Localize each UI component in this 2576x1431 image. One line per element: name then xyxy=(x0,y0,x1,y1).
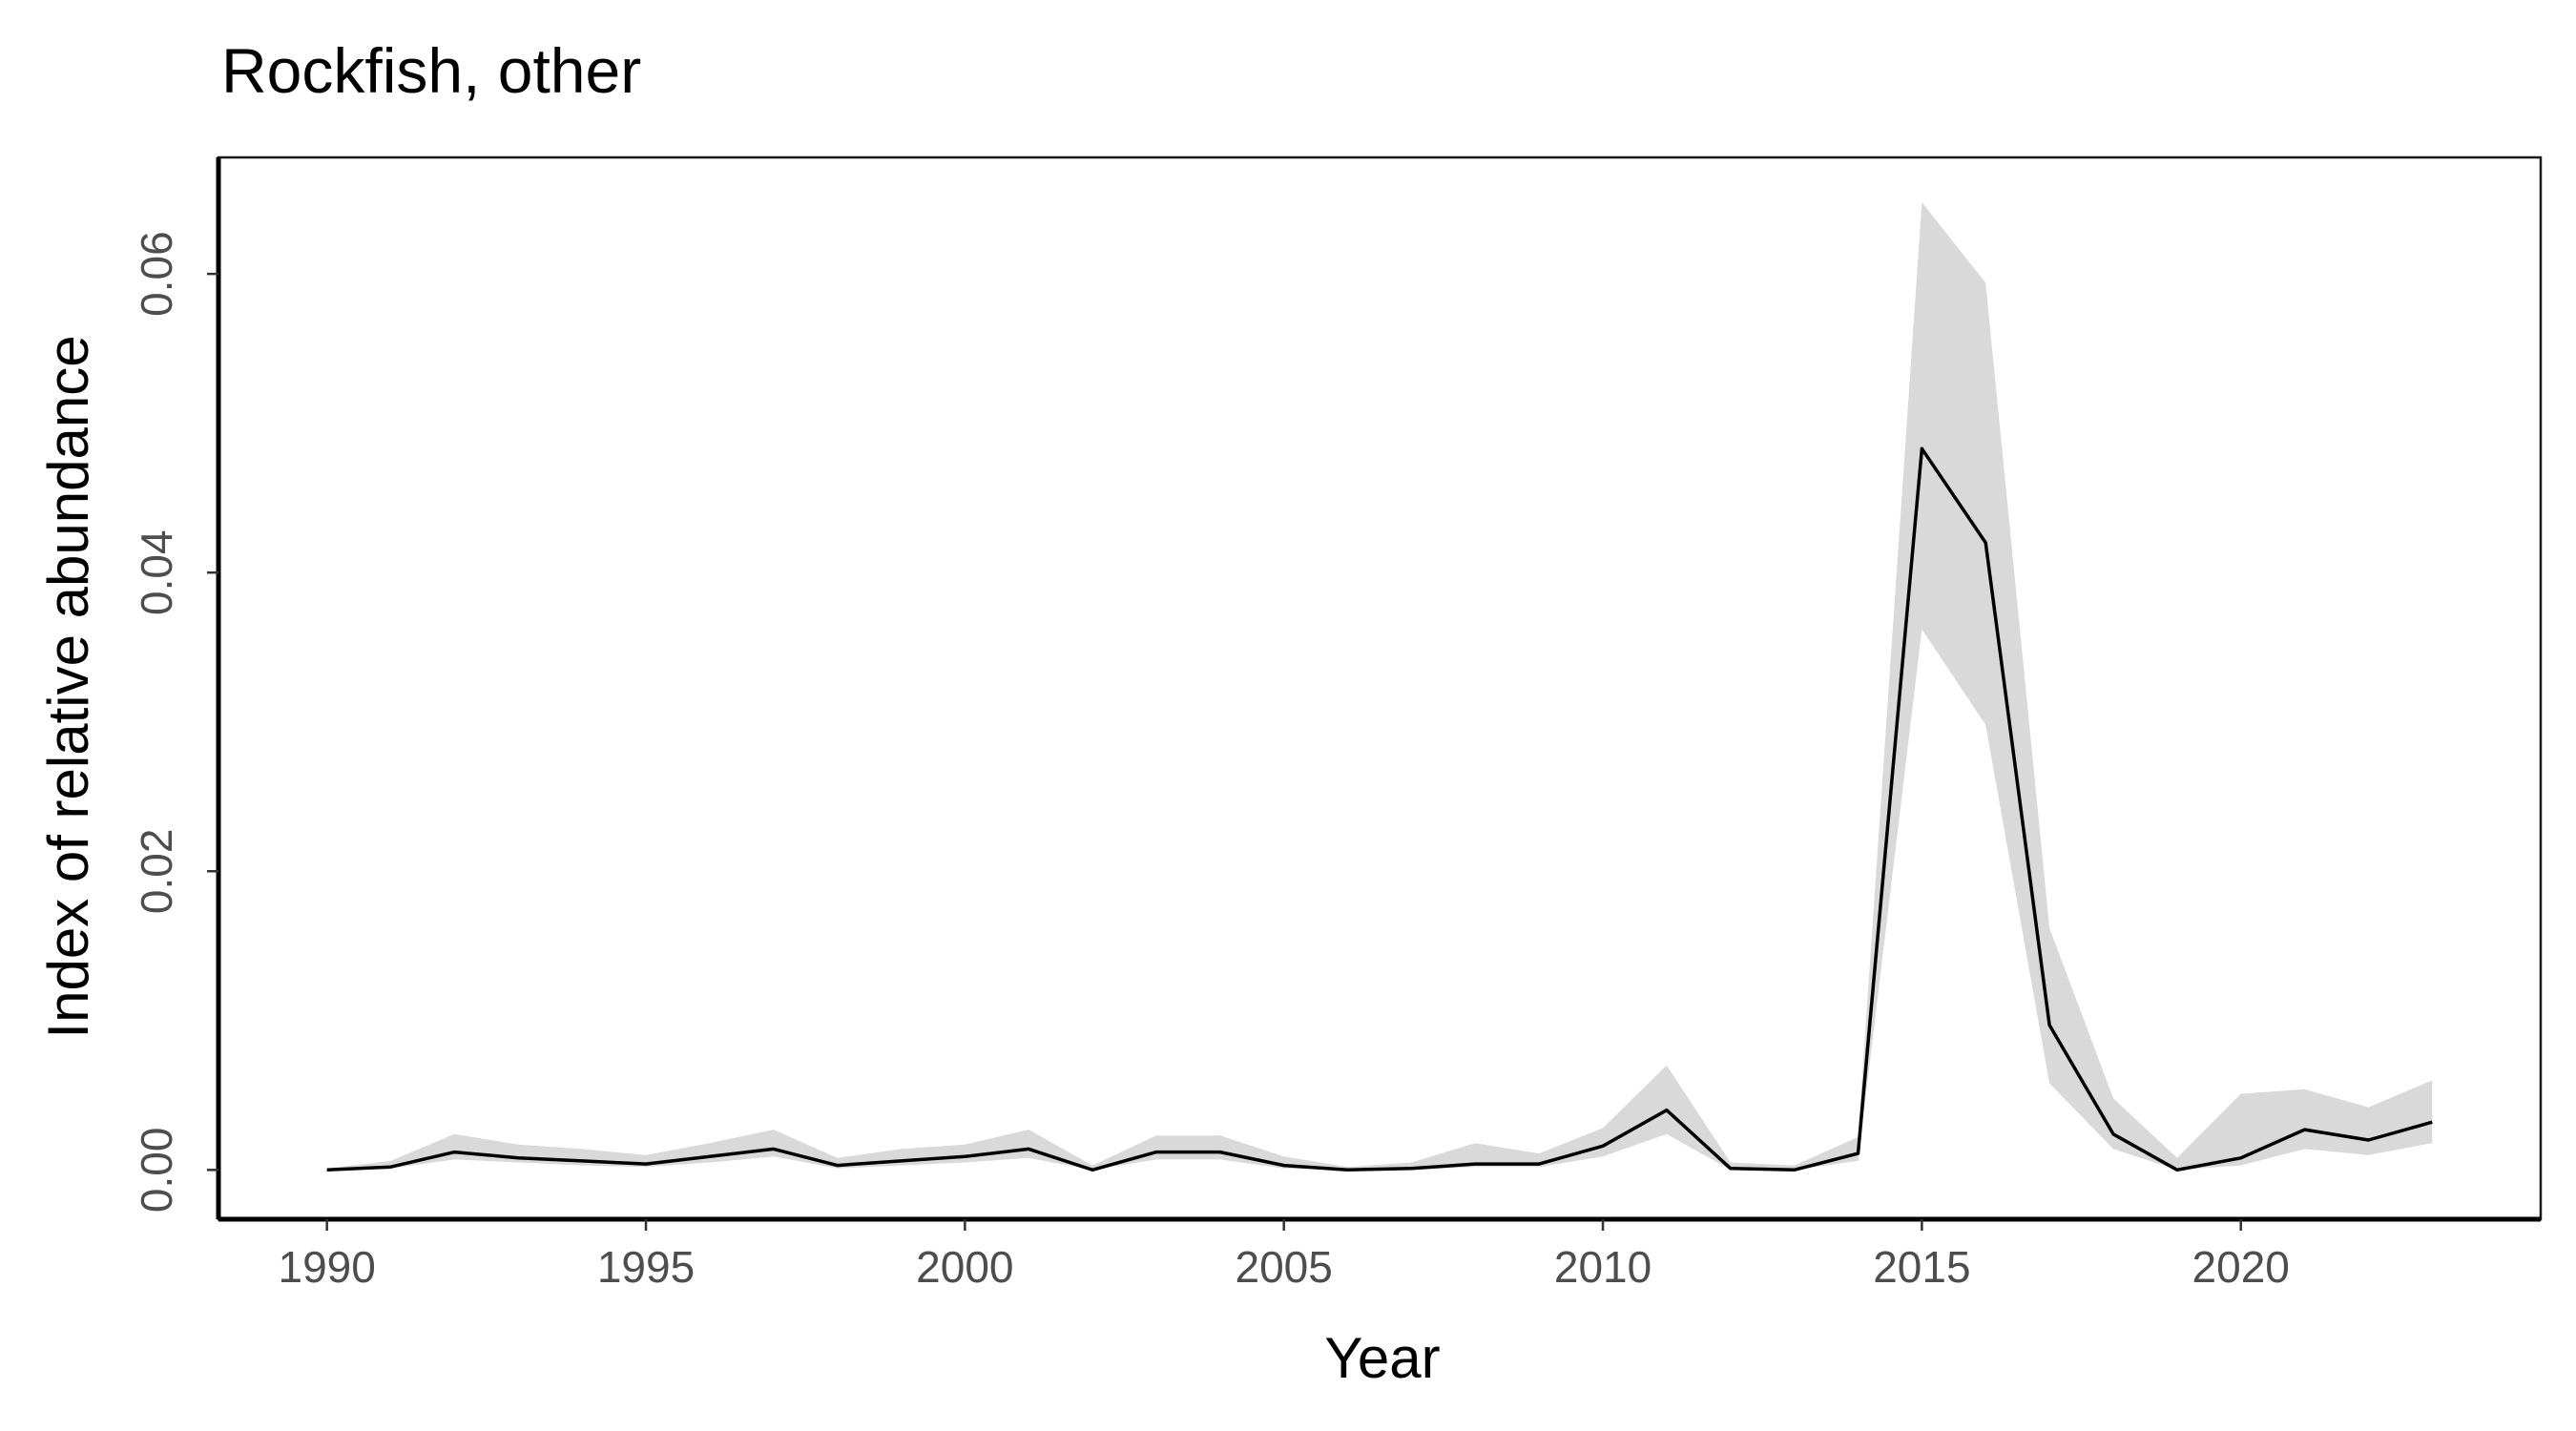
y-tick-label: 0.00 xyxy=(132,1128,181,1213)
index-line xyxy=(326,446,2433,1172)
y-tick-label: 0.02 xyxy=(132,829,181,915)
plot-area xyxy=(217,156,2543,1221)
x-tick-label: 2000 xyxy=(916,1242,1013,1292)
x-tick-label: 2010 xyxy=(1554,1242,1652,1292)
x-tick-label: 2015 xyxy=(1873,1242,1970,1292)
x-axis-title: Year xyxy=(1324,1326,1440,1390)
x-tick-label: 1995 xyxy=(597,1242,695,1292)
y-tick-label: 0.06 xyxy=(132,231,181,317)
chart-title: Rockfish, other xyxy=(221,35,641,106)
x-tick-label: 2020 xyxy=(2192,1242,2290,1292)
x-tick-label: 2005 xyxy=(1236,1242,1333,1292)
panel-border xyxy=(217,156,2543,1221)
y-axis-title: Index of relative abundance xyxy=(36,335,100,1038)
y-tick-label: 0.04 xyxy=(132,529,181,615)
confidence-band xyxy=(326,202,2433,1171)
x-tick-label: 1990 xyxy=(279,1242,376,1292)
y-axis: 0.00 0.02 0.04 0.06 xyxy=(132,157,221,1219)
x-axis: 1990 1995 2000 2005 2010 2015 2020 xyxy=(218,1216,2541,1292)
